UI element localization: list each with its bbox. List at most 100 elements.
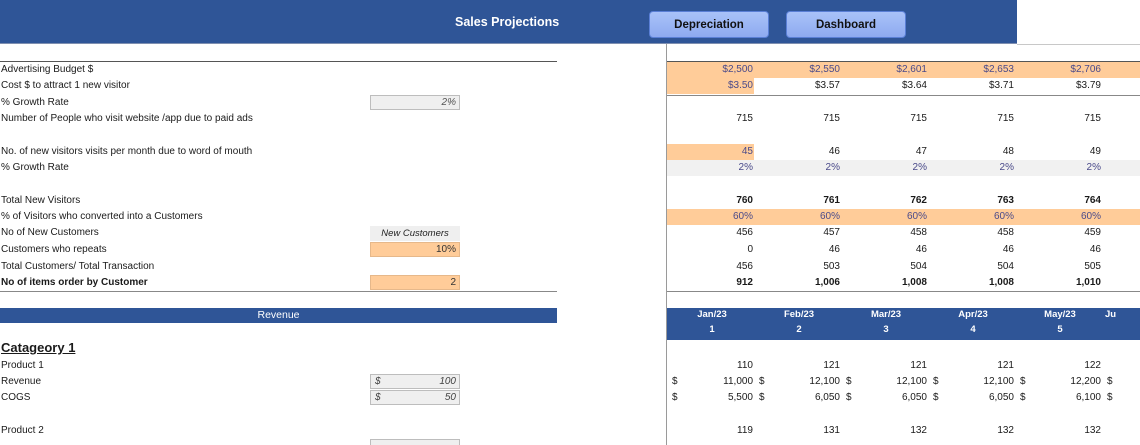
cell-total-customers[interactable]: 456 <box>736 261 753 272</box>
divider <box>667 291 1140 292</box>
cell-new-customers[interactable]: 458 <box>997 227 1014 238</box>
cell-product-1-cogs[interactable]: 5,500 <box>727 392 753 403</box>
cell-items-ordered[interactable]: 1,008 <box>901 277 927 288</box>
cell-product-1-revenue[interactable]: 12,200 <box>1070 376 1101 387</box>
month-header-apr: Apr/23 <box>958 309 988 320</box>
product-1-label: Product 1 <box>1 360 44 371</box>
cell-new-customers[interactable]: 457 <box>823 227 840 238</box>
cell-product-1-units[interactable]: 110 <box>737 360 753 371</box>
cell-product-1-cogs[interactable]: 6,100 <box>1075 392 1101 403</box>
cell-cost-per-visitor[interactable]: $3.57 <box>814 80 840 91</box>
cell-product-1-cogs[interactable]: 6,050 <box>988 392 1014 403</box>
cell-new-customers[interactable]: 459 <box>1084 227 1101 238</box>
cell-total-customers[interactable]: 505 <box>1084 261 1101 272</box>
product-1-price-input[interactable]: $ 100 <box>370 374 460 389</box>
cell-paid-visitors[interactable]: 715 <box>910 113 927 124</box>
cell-product-1-cogs[interactable]: 6,050 <box>901 392 927 403</box>
cell-word-of-mouth[interactable]: 46 <box>828 146 840 157</box>
cell-repeat-customers[interactable]: 46 <box>915 244 927 255</box>
cell-cost-per-visitor[interactable]: $3.79 <box>1075 80 1101 91</box>
cell-product-1-units[interactable]: 121 <box>823 360 840 371</box>
cell-conversion-rate[interactable]: 60% <box>906 211 927 222</box>
cell-growth-rate[interactable]: 2% <box>738 162 753 173</box>
cell-repeat-customers[interactable]: 46 <box>1089 244 1101 255</box>
cell-total-customers[interactable]: 503 <box>823 261 840 272</box>
cell-paid-visitors[interactable]: 715 <box>736 113 753 124</box>
cell-total-new-visitors[interactable]: 760 <box>736 195 753 206</box>
cell-paid-visitors[interactable]: 715 <box>997 113 1014 124</box>
month-header-jun: Ju <box>1105 309 1117 320</box>
cell-product-1-revenue[interactable]: 11,000 <box>723 376 753 387</box>
cell-ad-budget[interactable]: $2,653 <box>983 64 1014 75</box>
cell-repeat-customers[interactable]: 46 <box>1002 244 1014 255</box>
cell-word-of-mouth[interactable]: 45 <box>741 146 753 157</box>
currency-symbol: $ <box>759 392 765 403</box>
cell-new-customers[interactable]: 456 <box>736 227 753 238</box>
row-label-total-new-visitors: Total New Visitors <box>1 195 81 206</box>
cell-paid-visitors[interactable]: 715 <box>1084 113 1101 124</box>
cell-repeat-customers[interactable]: 46 <box>828 244 840 255</box>
currency-symbol: $ <box>375 376 381 387</box>
cell-conversion-rate[interactable]: 60% <box>732 211 753 222</box>
cell-word-of-mouth[interactable]: 48 <box>1002 146 1014 157</box>
cell-product-2-units[interactable]: 132 <box>1084 425 1101 436</box>
cell-new-customers[interactable]: 458 <box>910 227 927 238</box>
cell-product-2-units[interactable]: 132 <box>910 425 927 436</box>
cell-product-1-units[interactable]: 121 <box>910 360 927 371</box>
row-label-growth-rate: % Growth Rate <box>1 97 69 108</box>
cell-product-1-units[interactable]: 122 <box>1084 360 1101 371</box>
cell-product-1-revenue[interactable]: 12,100 <box>896 376 927 387</box>
cell-total-new-visitors[interactable]: 763 <box>997 195 1014 206</box>
row-label-total-customers: Total Customers/ Total Transaction <box>1 261 155 272</box>
currency-symbol: $ <box>672 376 678 387</box>
growth-rate-input[interactable]: 2% <box>370 95 460 110</box>
cell-product-2-units[interactable]: 119 <box>737 425 753 436</box>
cell-total-customers[interactable]: 504 <box>997 261 1014 272</box>
cell-total-new-visitors[interactable]: 762 <box>910 195 927 206</box>
cell-product-1-cogs[interactable]: 6,050 <box>814 392 840 403</box>
cell-items-ordered[interactable]: 912 <box>736 277 753 288</box>
cell-growth-rate[interactable]: 2% <box>825 162 840 173</box>
cell-ad-budget[interactable]: $2,550 <box>809 64 840 75</box>
month-index: 5 <box>1057 324 1063 335</box>
cell-conversion-rate[interactable]: 60% <box>993 211 1014 222</box>
cell-ad-budget[interactable]: $2,500 <box>722 64 753 75</box>
cell-conversion-rate[interactable]: 60% <box>819 211 840 222</box>
product-2-price-input[interactable] <box>370 439 460 445</box>
cell-ad-budget[interactable]: $2,706 <box>1070 64 1101 75</box>
cell-paid-visitors[interactable]: 715 <box>823 113 840 124</box>
cell-word-of-mouth[interactable]: 49 <box>1089 146 1101 157</box>
row-label-word-of-mouth: No. of new visitors visits per month due… <box>1 146 253 157</box>
cell-total-customers[interactable]: 504 <box>910 261 927 272</box>
cell-conversion-rate[interactable]: 60% <box>1080 211 1101 222</box>
cell-total-new-visitors[interactable]: 761 <box>823 195 840 206</box>
row-label-cost-per-visitor: Cost $ to attract 1 new visitor <box>1 80 130 91</box>
product-1-cogs-input[interactable]: $ 50 <box>370 390 460 405</box>
cell-items-ordered[interactable]: 1,010 <box>1075 277 1101 288</box>
cell-items-ordered[interactable]: 1,008 <box>988 277 1014 288</box>
items-per-customer-input[interactable]: 2 <box>370 275 460 290</box>
cell-product-2-units[interactable]: 132 <box>997 425 1014 436</box>
cell-cost-per-visitor[interactable]: $3.50 <box>727 80 753 91</box>
cell-ad-budget[interactable]: $2,601 <box>896 64 927 75</box>
depreciation-button[interactable]: Depreciation <box>649 11 769 38</box>
cell-repeat-customers[interactable]: 0 <box>747 244 753 255</box>
category-title: Catageory 1 <box>1 340 76 355</box>
divider <box>667 95 1140 96</box>
cell-growth-rate[interactable]: 2% <box>912 162 927 173</box>
cell-word-of-mouth[interactable]: 47 <box>915 146 927 157</box>
cell-growth-rate[interactable]: 2% <box>999 162 1014 173</box>
dashboard-button[interactable]: Dashboard <box>786 11 906 38</box>
cell-product-1-revenue[interactable]: 12,100 <box>983 376 1014 387</box>
row-label-advertising-budget: Advertising Budget $ <box>1 64 94 75</box>
cell-product-1-units[interactable]: 121 <box>997 360 1014 371</box>
cell-growth-rate[interactable]: 2% <box>1086 162 1101 173</box>
cell-product-1-revenue[interactable]: 12,100 <box>809 376 840 387</box>
cell-total-new-visitors[interactable]: 764 <box>1084 195 1101 206</box>
repeat-rate-input[interactable]: 10% <box>370 242 460 257</box>
product-2-label: Product 2 <box>1 425 44 436</box>
cell-cost-per-visitor[interactable]: $3.71 <box>988 80 1014 91</box>
cell-items-ordered[interactable]: 1,006 <box>814 277 840 288</box>
cell-cost-per-visitor[interactable]: $3.64 <box>901 80 927 91</box>
cell-product-2-units[interactable]: 131 <box>823 425 840 436</box>
